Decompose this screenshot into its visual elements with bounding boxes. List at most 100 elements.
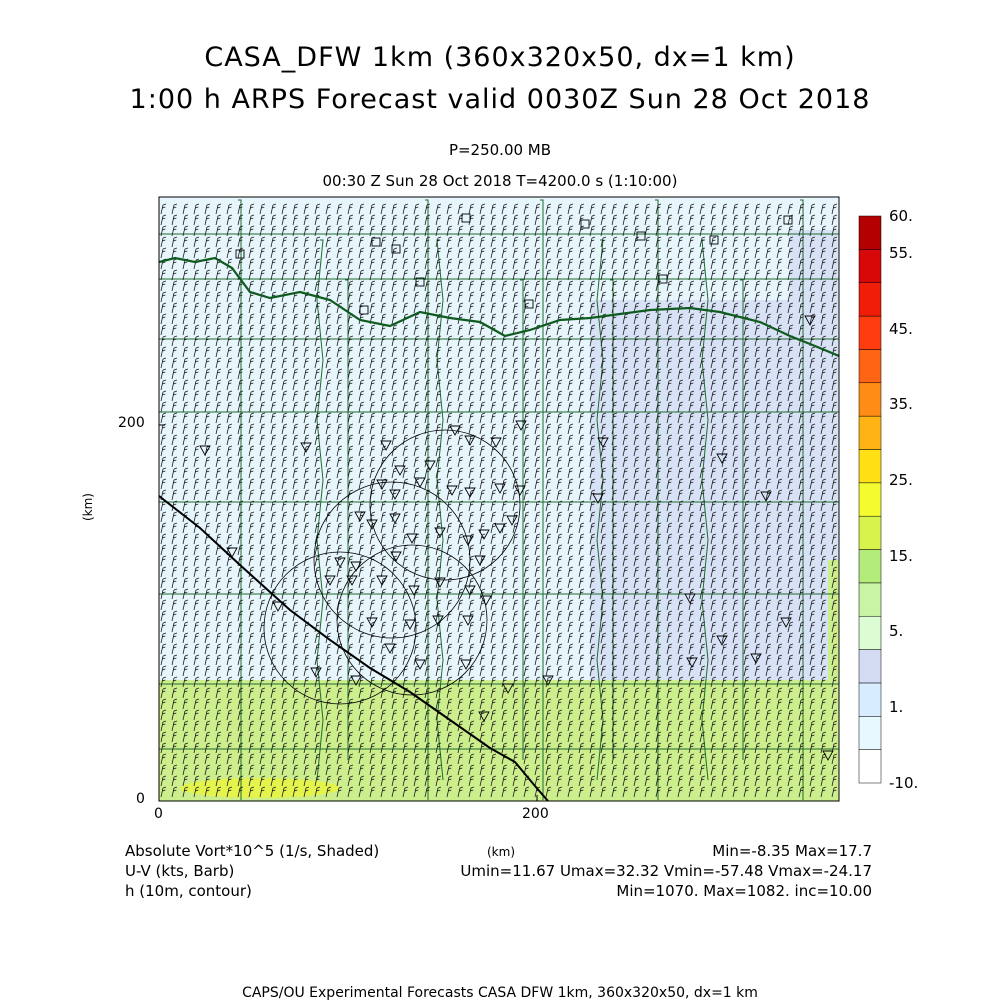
wind-barb [424,214,431,226]
wind-barb [347,368,354,380]
wind-barb [600,687,607,699]
wind-barb [468,291,475,303]
wind-barb [798,522,805,534]
wind-barb [589,357,596,369]
wind-barb [765,544,772,556]
wind-barb [622,368,629,380]
wind-barb [468,247,475,259]
wind-barb [820,566,827,578]
wind-barb [798,775,805,787]
wind-barb [688,291,695,303]
wind-barb [787,632,794,644]
wind-barb [743,203,750,215]
wind-barb [787,236,794,248]
wind-barb [699,511,706,523]
wind-barb [270,687,277,699]
wind-barb [545,467,552,479]
colorbar-swatch [858,582,882,617]
wind-barb [237,632,244,644]
wind-barb [655,687,662,699]
wind-barb [380,390,387,402]
wind-barb [765,731,772,743]
wind-barb [776,203,783,215]
wind-barb [655,357,662,369]
wind-barb [710,225,717,237]
wind-barb [479,687,486,699]
station-triangle [804,315,816,326]
wind-barb [545,720,552,732]
wind-barb [391,610,398,622]
map-plot-area[interactable] [159,197,839,801]
wind-barb [556,654,563,666]
wind-barb [171,423,178,435]
wind-barb [699,720,706,732]
wind-barb [435,500,442,512]
wind-barb [336,511,343,523]
wind-barb [754,533,761,545]
wind-barb [347,401,354,413]
wind-barb [226,775,233,787]
wind-barb [633,390,640,402]
wind-barb [831,566,838,578]
wind-barb [655,434,662,446]
wind-barb [171,225,178,237]
wind-barb [787,302,794,314]
wind-barb [545,753,552,765]
wind-barb [523,654,530,666]
wind-barb [358,445,365,457]
wind-barb [600,588,607,600]
wind-barb [380,731,387,743]
wind-barb [809,467,816,479]
wind-barb [721,753,728,765]
wind-barb [512,335,519,347]
wind-barb [457,434,464,446]
wind-barb [413,742,420,754]
wind-barb [226,214,233,226]
wind-barb [688,775,695,787]
wind-barb [270,720,277,732]
wind-barb [732,324,739,336]
wind-barb [248,401,255,413]
wind-barb [468,522,475,534]
wind-barb [787,456,794,468]
station-triangle [490,437,502,448]
wind-barb [567,258,574,270]
wind-barb [446,775,453,787]
wind-barb [457,302,464,314]
wind-barb [303,269,310,281]
wind-barb [567,775,574,787]
wind-barb [314,335,321,347]
station-square [580,219,590,229]
wind-barb [391,269,398,281]
wind-barb [556,544,563,556]
wind-barb [754,632,761,644]
wind-barb [369,786,376,798]
wind-barb [457,588,464,600]
wind-barb [226,335,233,347]
wind-barb [523,709,530,721]
wind-barb [699,500,706,512]
wind-barb [182,434,189,446]
station-triangle [462,615,474,626]
wind-barb [545,203,552,215]
wind-barb [688,610,695,622]
wind-barb [677,764,684,776]
wind-barb [644,588,651,600]
wind-barb [567,676,574,688]
wind-barb [171,269,178,281]
wind-barb [798,280,805,292]
wind-barb [336,401,343,413]
wind-barb [171,368,178,380]
wind-barb [655,522,662,534]
wind-barb [468,467,475,479]
wind-barb [193,368,200,380]
wind-barb [710,764,717,776]
wind-barb [160,665,167,677]
wind-barb [787,324,794,336]
wind-barb [611,456,618,468]
wind-barb [358,610,365,622]
wind-barb [303,654,310,666]
wind-barb [325,368,332,380]
wind-barb [457,324,464,336]
wind-barb [193,753,200,765]
